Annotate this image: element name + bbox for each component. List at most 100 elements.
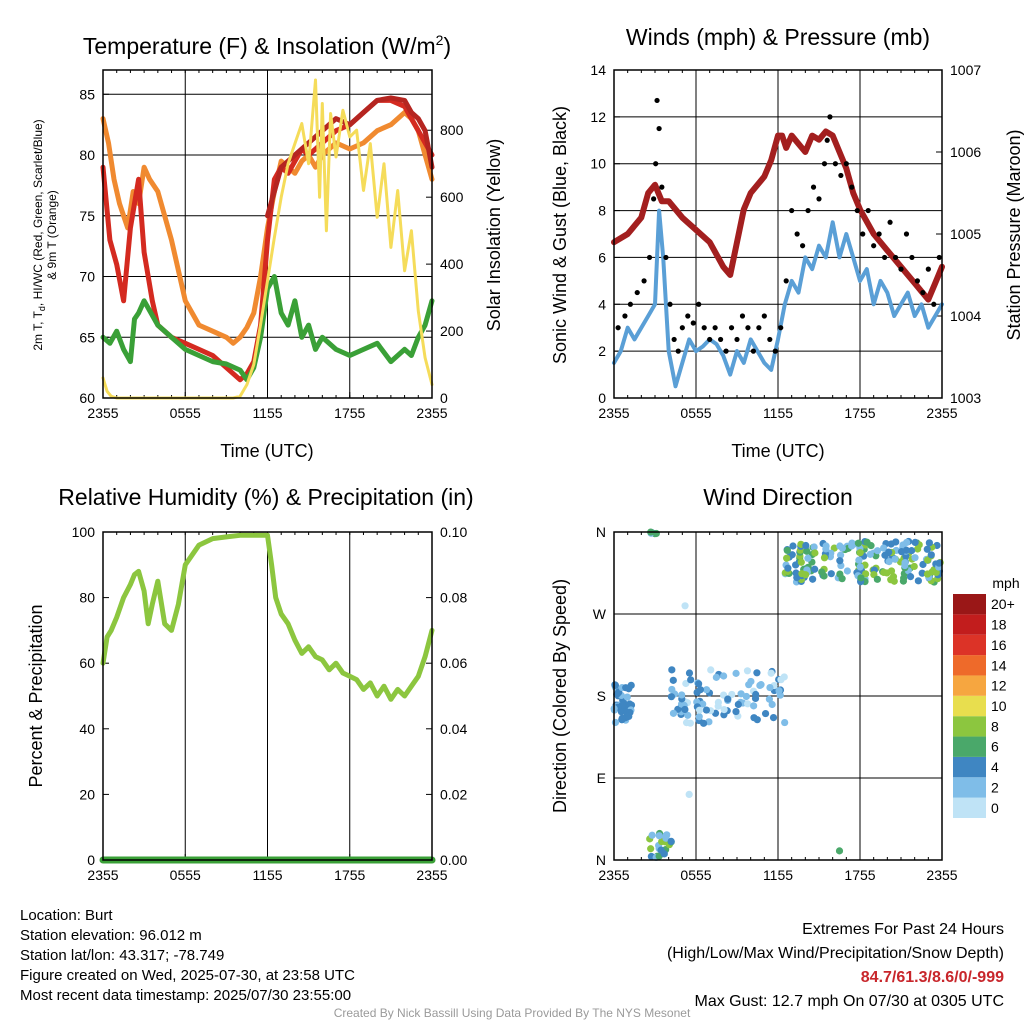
direction-point bbox=[935, 559, 943, 567]
gust-point bbox=[651, 196, 657, 202]
gust-point bbox=[679, 325, 685, 331]
temperature-left-y-tick-label: 75 bbox=[79, 208, 95, 224]
gust-point bbox=[675, 348, 681, 354]
direction-point bbox=[648, 831, 656, 839]
gust-point bbox=[671, 336, 677, 343]
gust-point bbox=[750, 348, 757, 354]
direction-point bbox=[873, 547, 882, 555]
colorbar-unit-label: mph bbox=[992, 575, 1019, 591]
direction-point bbox=[611, 681, 620, 689]
colorbar-swatch bbox=[953, 675, 986, 696]
winds-right-y-tick-label: 1005 bbox=[950, 226, 981, 242]
humidity-left-y-tick-label: 40 bbox=[79, 721, 95, 737]
temperature-right-y-tick-label: 400 bbox=[440, 256, 464, 272]
direction-point bbox=[855, 556, 863, 564]
humidity-left-y-tick-label: 20 bbox=[79, 786, 95, 802]
direction-point bbox=[743, 667, 752, 675]
gust-point bbox=[800, 243, 806, 249]
direction-point bbox=[911, 538, 919, 547]
temperature-right-y-tick-label: 800 bbox=[440, 122, 464, 138]
temperature-right-y-tick-label: 200 bbox=[440, 323, 464, 339]
direction-point bbox=[809, 575, 817, 583]
humidity-right-y-tick-label: 0.10 bbox=[440, 524, 467, 540]
temperature-left-y-tick-label: 85 bbox=[79, 86, 95, 102]
colorbar-label: 18 bbox=[991, 617, 1007, 633]
direction-point bbox=[908, 547, 916, 555]
direction-point bbox=[810, 543, 818, 551]
extremes-values: 84.7/61.3/8.6/0/-999 bbox=[860, 969, 1004, 986]
humidity-x-tick-label: 2355 bbox=[87, 867, 118, 883]
pressure-line bbox=[611, 128, 945, 303]
direction-point bbox=[925, 539, 933, 547]
rh-line bbox=[100, 532, 435, 702]
humidity-left-y-tick-label: 80 bbox=[79, 590, 95, 606]
direction-point bbox=[756, 681, 764, 690]
winds-x-tick-label: 1155 bbox=[763, 405, 793, 421]
direction-left-y-tick-label: S bbox=[597, 688, 606, 704]
winds-ylabel-left: Sonic Wind & Gust (Blue, Black) bbox=[550, 106, 570, 364]
direction-point bbox=[820, 554, 829, 562]
direction-point bbox=[802, 571, 810, 579]
colorbar-label: 14 bbox=[991, 657, 1007, 673]
direction-point bbox=[737, 690, 745, 698]
gust-point bbox=[789, 207, 795, 214]
direction-point bbox=[695, 680, 703, 688]
direction-point bbox=[753, 716, 761, 724]
gust-point bbox=[882, 254, 888, 261]
colorbar-swatch bbox=[953, 716, 986, 737]
direction-left-y-tick-label: N bbox=[596, 524, 606, 540]
wind-line bbox=[612, 208, 944, 389]
winds-right-y-tick-label: 1007 bbox=[950, 62, 981, 78]
direction-point bbox=[681, 602, 689, 610]
direction-point bbox=[623, 693, 631, 701]
direction-point bbox=[891, 555, 899, 563]
direction-point bbox=[924, 556, 932, 564]
direction-point bbox=[887, 540, 895, 548]
direction-point bbox=[734, 700, 742, 709]
winds-left-y-tick-label: 6 bbox=[598, 249, 606, 265]
direction-point bbox=[900, 574, 908, 582]
direction-point bbox=[902, 546, 910, 554]
direction-point bbox=[890, 577, 898, 585]
humidity-left-y-tick-label: 0 bbox=[87, 852, 95, 868]
gust-point bbox=[622, 313, 628, 319]
direction-point bbox=[923, 570, 932, 578]
gust-point bbox=[816, 196, 822, 202]
direction-point bbox=[830, 544, 838, 552]
direction-point bbox=[885, 558, 893, 566]
humidity-left-y-tick-label: 100 bbox=[72, 524, 96, 540]
direction-point bbox=[724, 695, 732, 703]
gust-point bbox=[646, 254, 653, 261]
gust-point bbox=[925, 266, 931, 272]
direction-point bbox=[811, 549, 819, 557]
winds-left-y-tick-label: 12 bbox=[590, 109, 606, 125]
direction-point bbox=[655, 832, 663, 840]
colorbar-swatch bbox=[953, 695, 986, 717]
gust-point bbox=[723, 348, 729, 354]
gust-point bbox=[824, 137, 830, 143]
gust-point bbox=[707, 336, 713, 343]
temperature-right-y-tick-label: 0 bbox=[440, 390, 448, 406]
direction-point bbox=[775, 687, 783, 695]
temperature-ylabel-left-line2: & 9m T (Orange) bbox=[45, 190, 59, 280]
direction-point bbox=[784, 564, 792, 572]
humidity-x-tick-label: 0555 bbox=[170, 867, 201, 883]
direction-point bbox=[804, 554, 812, 562]
direction-point bbox=[768, 700, 776, 709]
humidity-left-y-tick-label: 60 bbox=[79, 655, 95, 671]
gust-point bbox=[892, 254, 899, 261]
direction-point bbox=[761, 709, 770, 718]
gust-point bbox=[663, 254, 669, 261]
temperature-x-tick-label: 2355 bbox=[87, 405, 118, 421]
gust-point bbox=[794, 231, 800, 237]
gust-point bbox=[805, 207, 811, 214]
direction-point bbox=[901, 559, 909, 567]
direction-point bbox=[685, 669, 694, 677]
direction-point bbox=[702, 686, 711, 694]
direction-point bbox=[684, 711, 692, 719]
gust-point bbox=[696, 301, 702, 307]
winds-left-y-tick-label: 10 bbox=[590, 156, 606, 172]
direction-x-tick-label: 0555 bbox=[680, 867, 711, 883]
winds-x-tick-label: 0555 bbox=[680, 405, 711, 421]
direction-point bbox=[728, 690, 736, 699]
